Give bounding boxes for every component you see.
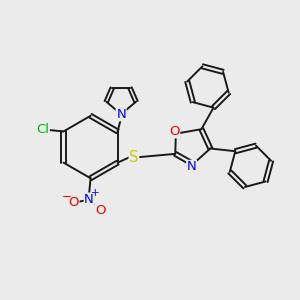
Text: N: N: [116, 108, 126, 121]
Text: S: S: [129, 150, 139, 165]
Text: −: −: [62, 190, 72, 202]
Text: +: +: [91, 188, 100, 198]
Text: O: O: [95, 203, 106, 217]
Text: N: N: [84, 193, 94, 206]
Text: Cl: Cl: [36, 123, 49, 136]
Text: O: O: [169, 125, 180, 138]
Text: O: O: [68, 196, 79, 208]
Text: N: N: [187, 160, 196, 173]
